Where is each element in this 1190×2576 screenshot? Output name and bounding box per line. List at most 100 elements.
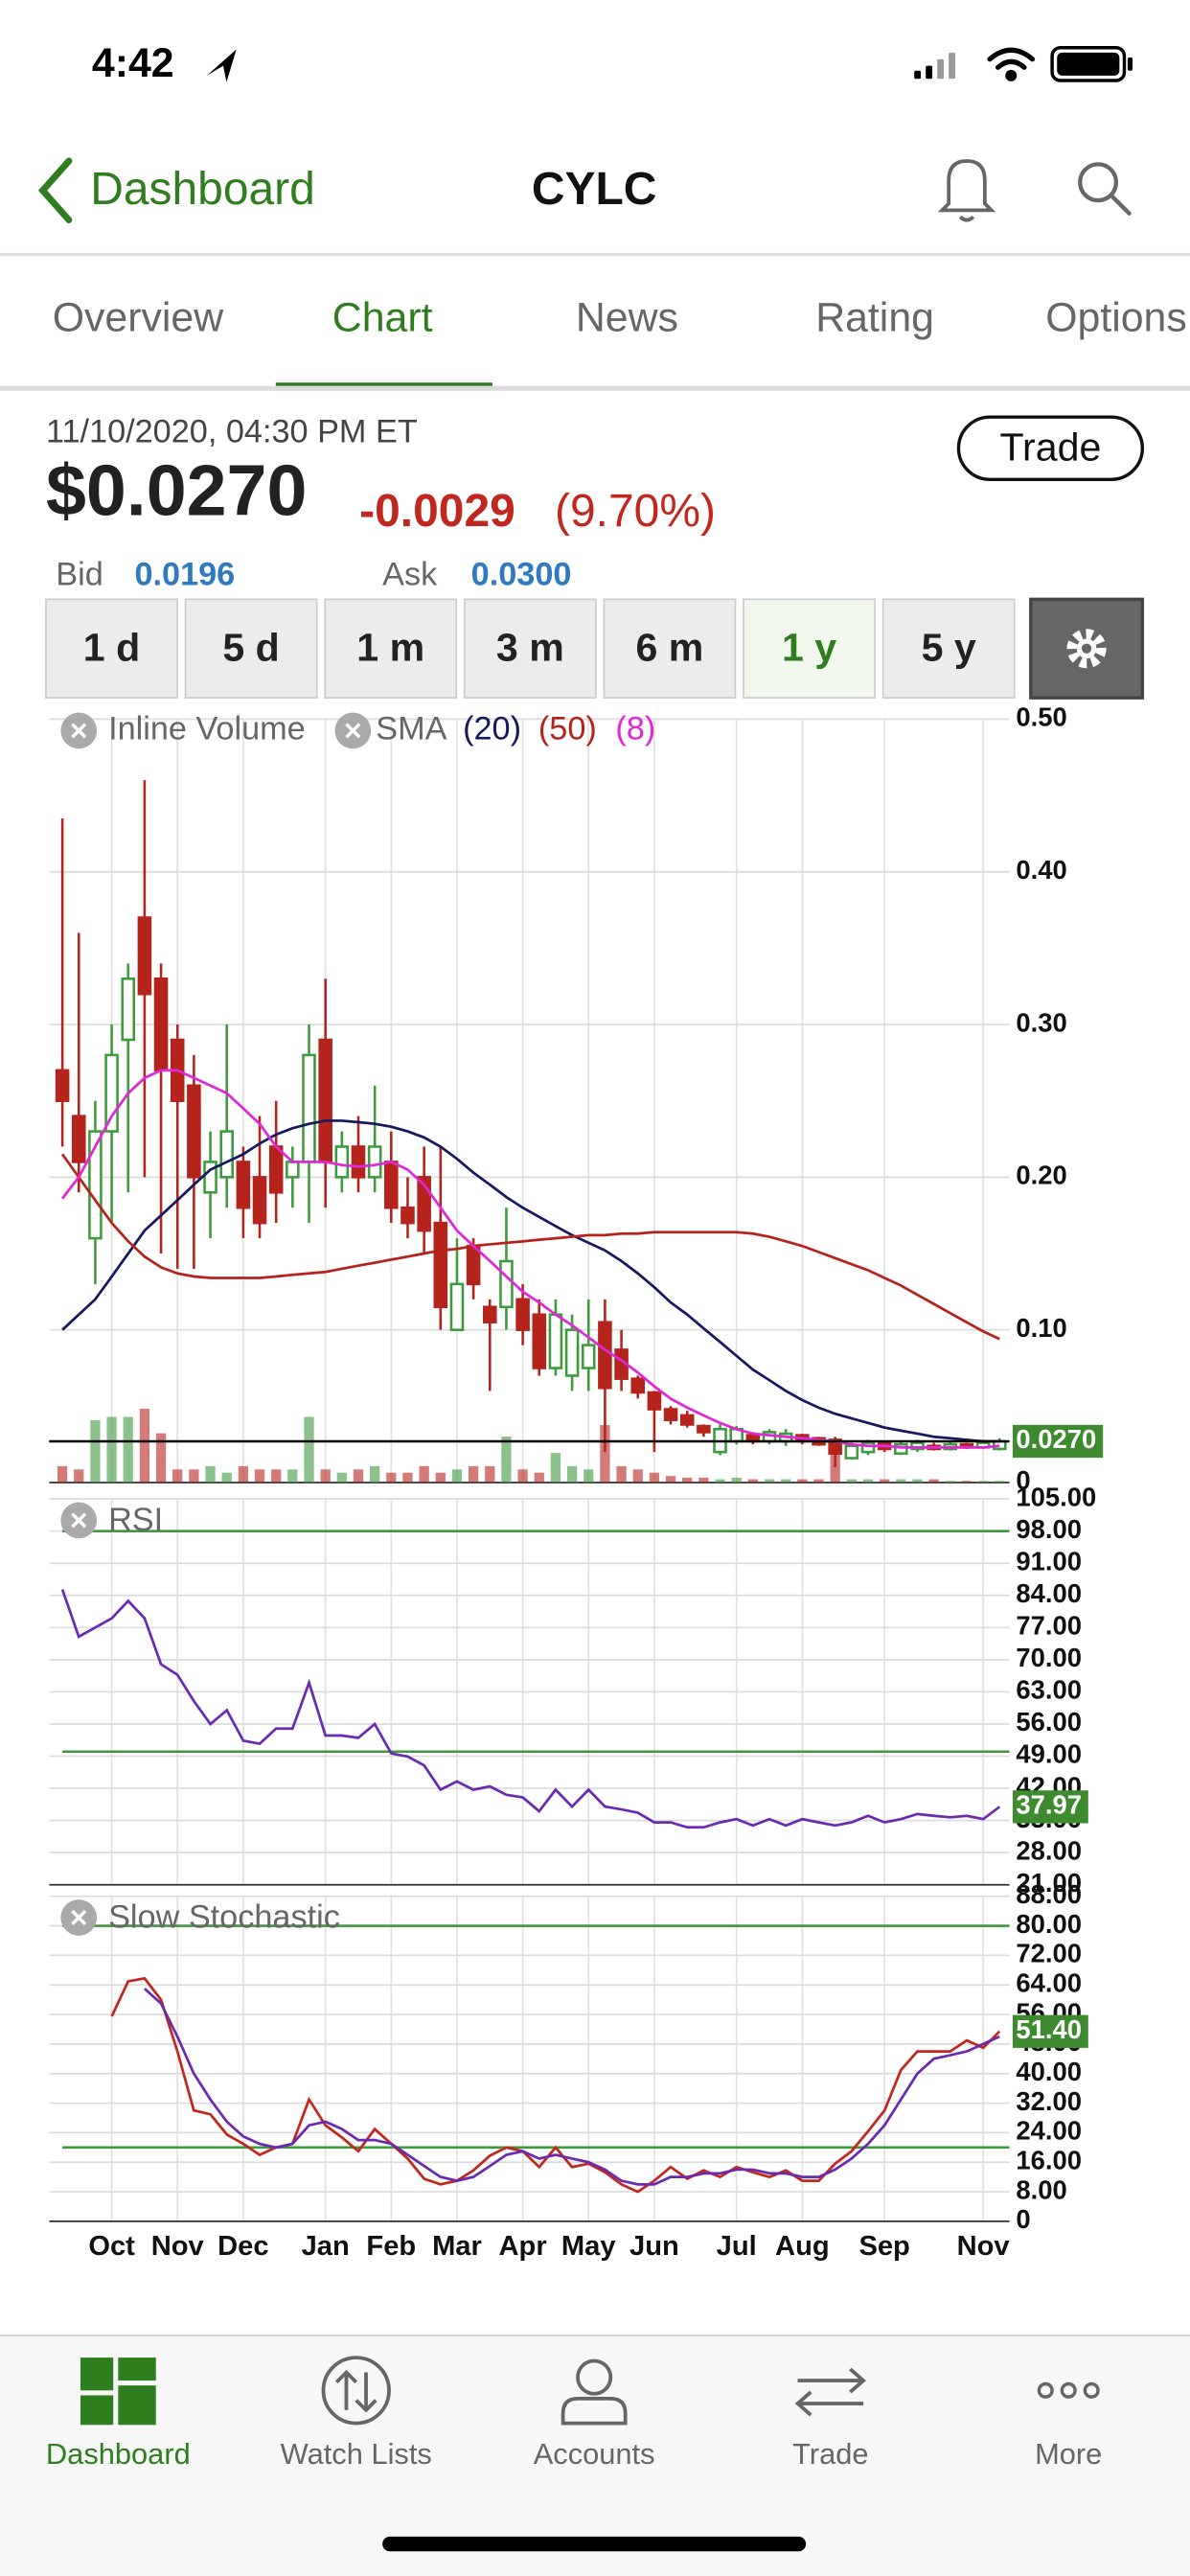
accounts-icon [561,2358,628,2426]
tab-label[interactable]: Options [1045,294,1187,340]
volume-bar [616,1465,627,1484]
remove-indicator-button[interactable] [334,712,372,749]
more-icon [1037,2381,1100,2399]
y-tick-label: 88.00 [1016,1879,1082,1909]
x-tick-label: May [561,2231,616,2262]
watchlists-icon [321,2356,391,2426]
candle-body [844,1444,859,1460]
candle-body [828,1438,842,1456]
volume-bar [254,1469,265,1484]
candle-body [203,1161,217,1194]
battery-icon [1050,46,1133,82]
candle-body [466,1244,481,1286]
tab-bar: Dashboard Watch Lists Accounts Trade More [0,2334,1190,2576]
tab[interactable]: Rating [815,294,934,340]
trade-icon [794,2367,866,2417]
volume-bar [797,1479,808,1484]
range-label[interactable]: 1 d [83,625,140,669]
tab[interactable]: News [576,294,678,340]
remove-indicator-button[interactable] [60,1899,98,1936]
range-button[interactable]: 1 m [324,598,458,699]
panel-title: RSI [108,1502,163,1538]
tab-bar-label[interactable]: More [1035,2437,1102,2471]
dashboard-icon [80,2358,156,2426]
range-label[interactable]: 1 y [782,625,836,669]
remove-indicator-button[interactable] [60,1502,98,1539]
range-button-bg [881,598,1016,699]
tab-label[interactable]: News [576,294,678,340]
search-button[interactable] [1078,162,1132,216]
volume-bar [747,1479,759,1484]
tab-label[interactable]: Overview [53,294,225,340]
candle-body [515,1298,530,1331]
candle-body [318,1038,332,1163]
volume-bar [764,1479,775,1484]
tab[interactable]: Chart [275,294,492,390]
tab-bar-label[interactable]: Trade [792,2437,868,2471]
settings-button[interactable] [1029,597,1145,700]
range-label[interactable]: 3 m [496,625,564,669]
legend-entry: (20) [463,710,521,747]
volume-bar [435,1472,446,1484]
legend-entry: (8) [615,710,655,747]
candle-body [268,1145,284,1194]
remove-indicator-button[interactable] [60,712,98,749]
tab-strip: Overview Chart News Rating Options [53,294,1187,390]
tab-bar-label[interactable]: Accounts [534,2437,655,2471]
bell-button[interactable] [937,159,996,222]
y-tick-label: 49.00 [1016,1739,1082,1769]
y-tick-label: 16.00 [1016,2145,1082,2174]
x-tick-label: Dec [217,2231,268,2262]
range-button[interactable]: 5 y [881,598,1016,699]
candle-body [252,1176,267,1225]
range-button[interactable]: 3 m [463,598,597,699]
tab[interactable]: Options [1045,294,1187,340]
x-tick-label: Apr [499,2231,547,2262]
x-tick-label: Aug [775,2231,830,2262]
range-label[interactable]: 5 y [922,625,976,669]
candle-body [630,1377,646,1394]
volume-bar [961,1481,973,1484]
range-button[interactable]: 1 y [743,598,876,699]
trade-button[interactable]: Trade [956,415,1145,482]
y-tick-label: 72.00 [1016,1939,1082,1968]
volume-bar [632,1469,643,1484]
range-label[interactable]: 6 m [636,625,704,669]
range-button[interactable]: 5 d [184,598,318,699]
indicator-panel: 88.0080.0072.0064.0056.0048.0040.0032.00… [49,1879,1088,2262]
volume-bar [517,1469,528,1484]
tab-label[interactable]: Rating [815,294,934,340]
range-label[interactable]: 1 m [356,625,424,669]
quote: 11/10/2020, 04:30 PM ET $0.0270 -0.0029 … [46,413,1145,592]
x-tick-label: Nov [151,2231,205,2262]
tab-label[interactable]: Chart [332,294,433,340]
candle-body [679,1414,695,1426]
volume-bar [238,1465,249,1484]
sma-line [60,1153,1000,1341]
back-button[interactable]: Dashboard [37,157,315,224]
candle-body [71,1115,86,1163]
tab[interactable]: Overview [53,294,225,340]
volume-bar [600,1425,610,1484]
range-button-bg [743,598,876,699]
price-panel: 0.50 0.40 0.30 0.20 0.10 0 0.0270 Inline Volume… [49,702,1104,1495]
volume-bar [896,1479,906,1484]
tab-bar-label[interactable]: Watch Lists [281,2437,432,2471]
last-price-tag [1012,1424,1104,1459]
volume-bar [813,1479,824,1484]
volume-bar [862,1479,874,1484]
volume-bar [304,1416,314,1484]
range-label[interactable]: 5 d [222,625,279,669]
candle-body [286,1161,300,1179]
volume-bar [370,1465,380,1484]
nav-divider [0,252,1190,257]
range-button[interactable]: 6 m [603,598,737,699]
back-label[interactable]: Dashboard [90,164,315,215]
range-button-bg [184,598,318,699]
current-value-label: 51.40 [1016,2014,1082,2044]
volume-bar [271,1469,282,1484]
range-button[interactable]: 1 d [45,598,178,699]
trade-label[interactable]: Trade [999,425,1101,469]
tab-bar-label[interactable]: Dashboard [46,2437,191,2471]
wifi-icon [987,47,1036,81]
